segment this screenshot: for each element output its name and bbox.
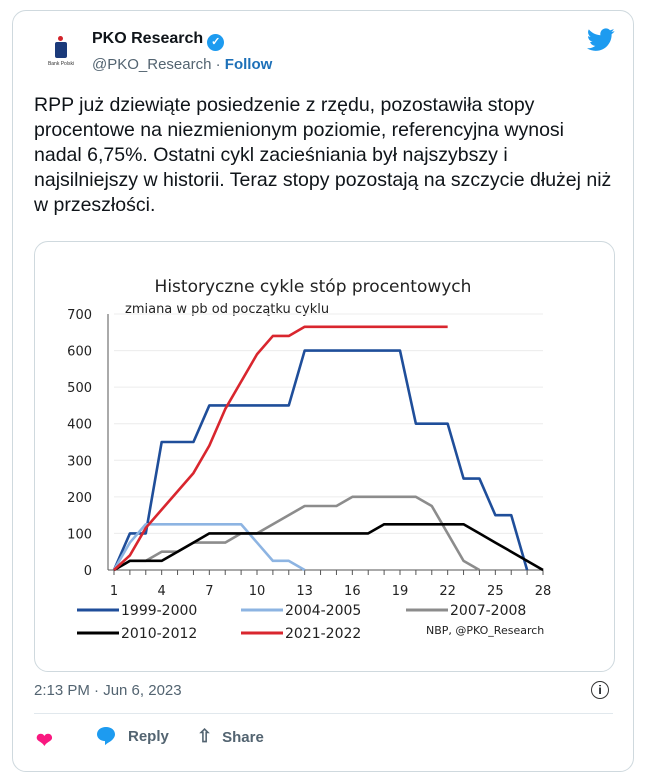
divider xyxy=(34,713,613,714)
x-tick-label: 22 xyxy=(439,584,456,599)
legend-label: 2007-2008 xyxy=(450,603,526,619)
reply-button[interactable]: Reply xyxy=(96,726,169,746)
x-tick-label: 28 xyxy=(535,584,552,599)
x-tick-label: 13 xyxy=(296,584,313,599)
y-tick-label: 500 xyxy=(67,381,92,396)
x-tick-label: 1 xyxy=(110,584,118,599)
series-line-2021-2022 xyxy=(113,325,448,571)
x-tick-label: 19 xyxy=(392,584,409,599)
chart-source: NBP, @PKO_Research xyxy=(426,624,544,637)
share-label: Share xyxy=(222,729,264,746)
legend-label: 2021-2022 xyxy=(285,626,361,642)
author-handle-row: @PKO_Research · Follow xyxy=(92,56,272,73)
like-button[interactable]: ❤ xyxy=(36,728,53,753)
reply-label: Reply xyxy=(128,728,169,745)
legend-label: 2004-2005 xyxy=(285,603,361,619)
y-tick-label: 0 xyxy=(84,564,92,579)
verified-badge-icon: ✓ xyxy=(207,34,225,51)
y-tick-label: 300 xyxy=(67,454,92,469)
follow-button[interactable]: Follow xyxy=(224,56,273,73)
share-icon: ⇧ xyxy=(197,726,213,746)
series-line-2010-2012 xyxy=(113,522,544,572)
logo-dot xyxy=(58,36,63,41)
author-name-text: PKO Research xyxy=(92,30,204,47)
tweet-timestamp[interactable]: 2:13 PM · Jun 6, 2023 xyxy=(34,682,182,699)
x-tick-label: 16 xyxy=(344,584,361,599)
x-tick-label: 10 xyxy=(249,584,266,599)
x-tick-label: 4 xyxy=(158,584,166,599)
line-chart: Historyczne cykle stóp procentowych zmia… xyxy=(67,277,552,642)
avatar[interactable]: Bank Polski xyxy=(36,30,86,80)
legend-label: 1999-2000 xyxy=(121,603,197,619)
y-tick-label: 100 xyxy=(67,527,92,542)
pko-logo-icon xyxy=(55,42,67,58)
chart-title: Historyczne cykle stóp procentowych xyxy=(155,277,472,297)
legend-label: 2010-2012 xyxy=(121,626,197,642)
logo-text: Bank Polski xyxy=(47,61,75,67)
chart-image[interactable]: Historyczne cykle stóp procentowych zmia… xyxy=(34,241,615,672)
twitter-bird-icon[interactable] xyxy=(587,28,615,52)
y-tick-label: 600 xyxy=(67,345,92,360)
author-name[interactable]: PKO Research ✓ xyxy=(92,30,225,51)
reply-bubble-icon xyxy=(97,727,115,746)
tweet-text: RPP już dziewiąte posiedzenie z rzędu, p… xyxy=(34,94,612,216)
info-icon[interactable]: i xyxy=(591,681,609,699)
series-line-1999-2000 xyxy=(112,349,529,571)
y-tick-label: 700 xyxy=(67,308,92,323)
heart-icon: ❤ xyxy=(36,730,53,752)
y-tick-label: 200 xyxy=(67,491,92,506)
series-line-2007-2008 xyxy=(113,495,481,572)
x-tick-label: 7 xyxy=(205,584,213,599)
author-handle[interactable]: @PKO_Research xyxy=(92,56,212,73)
chart-subtitle: zmiana w pb od początku cyklu xyxy=(125,302,329,317)
share-button[interactable]: ⇧ Share xyxy=(197,726,264,747)
x-tick-label: 25 xyxy=(487,584,504,599)
series-line-2004-2005 xyxy=(112,522,306,572)
y-tick-label: 400 xyxy=(67,418,92,433)
separator: · xyxy=(215,56,221,73)
